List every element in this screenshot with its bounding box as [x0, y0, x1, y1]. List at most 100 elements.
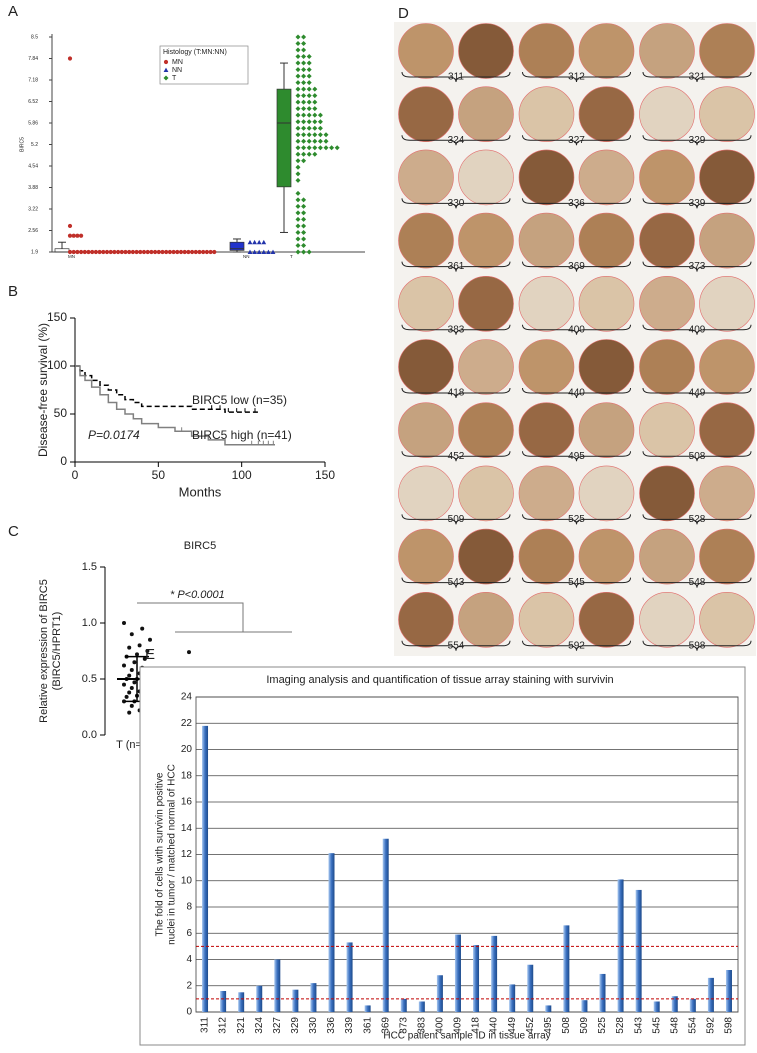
data-point — [252, 239, 257, 245]
bar — [617, 879, 624, 1012]
data-point — [317, 138, 323, 144]
x-tick-label: 509 — [579, 1017, 590, 1034]
data-point — [301, 197, 307, 203]
y-tick-label: 100 — [47, 358, 67, 372]
legend-label: NN — [172, 67, 182, 74]
sample-label: 409 — [689, 324, 706, 335]
data-point — [306, 80, 312, 86]
brace — [642, 261, 752, 272]
tissue-core — [518, 339, 575, 395]
data-point — [295, 242, 301, 248]
brace — [401, 514, 511, 525]
bar — [310, 983, 317, 1012]
data-point — [312, 138, 318, 144]
bar — [653, 1001, 660, 1012]
brace — [522, 261, 631, 272]
data-point — [306, 60, 312, 66]
tissue-core — [578, 465, 635, 522]
data-point — [127, 249, 132, 255]
data-point — [306, 119, 312, 125]
sample-label: 598 — [689, 640, 706, 651]
data-point — [93, 249, 98, 255]
x-tick-label: 525 — [597, 1017, 608, 1034]
brace — [642, 324, 752, 335]
x-tick-label: 369 — [380, 1017, 391, 1034]
data-point — [312, 99, 318, 105]
bar — [599, 973, 606, 1012]
y-tick-label: 1.5 — [82, 561, 97, 573]
data-point — [295, 132, 301, 138]
x-tick-label: 50 — [152, 468, 166, 482]
data-point — [149, 249, 154, 255]
data-point — [301, 73, 307, 79]
bar — [509, 984, 516, 1012]
y-tick-label: 0.0 — [82, 729, 97, 741]
sample-label: 509 — [448, 514, 465, 525]
bar — [418, 1001, 425, 1012]
legend-label: BIRC5 high (n=41) — [192, 428, 292, 442]
data-point — [90, 249, 95, 255]
x-tick-label: 495 — [543, 1017, 554, 1034]
data-point — [301, 34, 307, 40]
x-tick-label: 528 — [615, 1017, 626, 1034]
data-point — [295, 249, 301, 255]
tissue-core — [518, 528, 575, 585]
data-point — [167, 249, 172, 255]
x-tick-label: 324 — [254, 1017, 265, 1034]
data-point — [301, 223, 307, 229]
survival-curve — [75, 365, 259, 413]
y-axis-label: nuclei in tumor / matched normal of HCC — [167, 764, 178, 945]
brace — [522, 577, 631, 588]
sample-label: 311 — [448, 72, 464, 83]
brace — [642, 514, 752, 525]
sample-label: 336 — [568, 198, 585, 209]
sample-label: 330 — [448, 198, 465, 209]
data-point — [301, 249, 307, 255]
y-tick-label: 7.18 — [28, 77, 38, 83]
data-point — [295, 34, 301, 40]
data-point — [301, 242, 307, 248]
x-tick-label: 327 — [272, 1017, 283, 1034]
data-point — [301, 106, 307, 112]
data-point — [295, 67, 301, 73]
bar — [274, 959, 281, 1012]
tissue-core — [458, 86, 514, 142]
data-point — [75, 249, 80, 255]
brace — [401, 261, 511, 272]
tissue-core — [699, 528, 755, 585]
data-point — [301, 80, 307, 86]
data-point — [329, 145, 335, 151]
sample-label: 548 — [689, 577, 706, 588]
data-point — [306, 73, 312, 79]
chart-title: BIRC5 — [184, 540, 216, 552]
bar — [238, 992, 245, 1012]
box — [229, 241, 245, 251]
data-point — [197, 249, 202, 255]
data-point — [134, 249, 139, 255]
tissue-core — [639, 86, 695, 142]
data-point — [247, 249, 253, 254]
bar — [545, 1005, 552, 1012]
y-tick-label: 10 — [181, 875, 193, 886]
data-point — [132, 680, 137, 685]
y-tick-label: 0 — [186, 1007, 192, 1018]
y-tick-label: 12 — [181, 849, 193, 860]
data-point — [295, 80, 301, 86]
tissue-core — [398, 149, 454, 206]
data-point — [163, 67, 169, 72]
x-tick-label: 592 — [706, 1017, 717, 1034]
y-tick-label: 8.5 — [31, 34, 38, 40]
tissue-core — [578, 402, 635, 459]
brace — [401, 640, 511, 651]
data-point — [119, 249, 124, 255]
data-point — [306, 54, 312, 60]
legend-title: Histology (T:MN:NN) — [163, 49, 227, 56]
tissue-array-bg — [394, 22, 756, 656]
data-point — [295, 229, 301, 235]
data-point — [312, 93, 318, 99]
data-point — [97, 249, 102, 255]
tissue-core — [578, 591, 635, 648]
data-point — [295, 54, 301, 60]
x-tick-label: 543 — [633, 1017, 644, 1034]
x-tick-label: 0 — [72, 468, 79, 482]
